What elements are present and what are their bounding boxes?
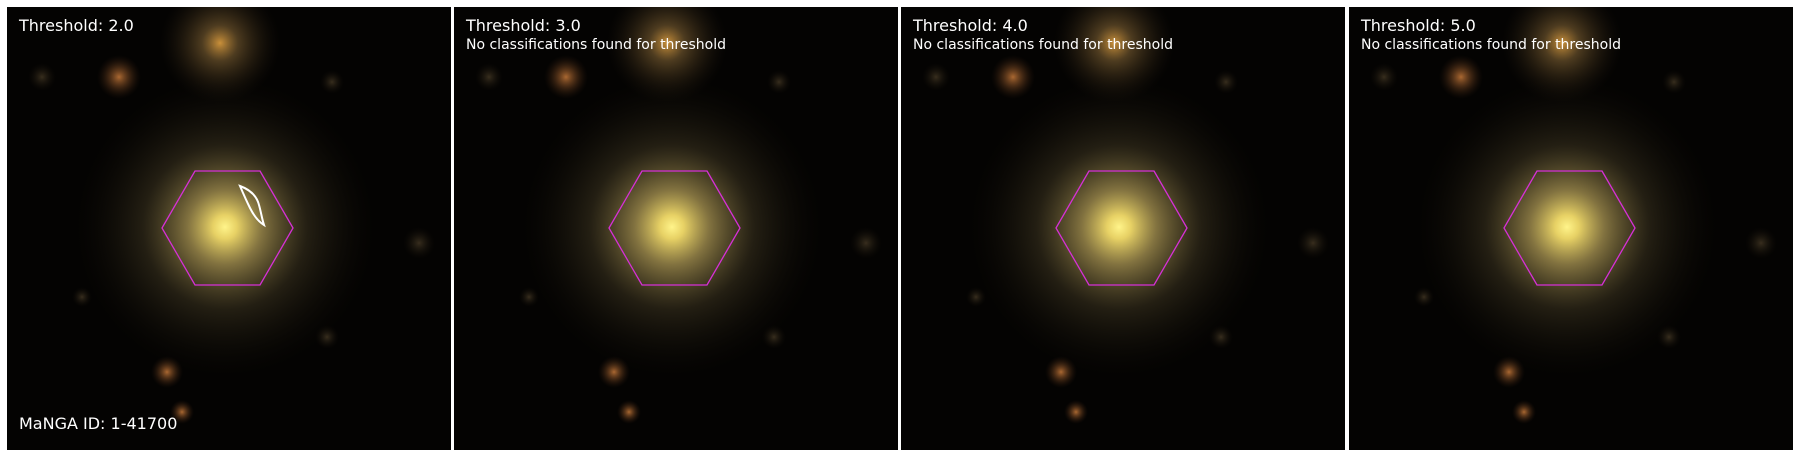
image-panel-threshold-5: Threshold: 5.0 No classifications found …: [1349, 7, 1793, 450]
manga-hexagon: [1503, 170, 1636, 286]
image-panel-threshold-3: Threshold: 3.0 No classifications found …: [454, 7, 898, 450]
manga-id-label: MaNGA ID: 1-41700: [19, 414, 178, 433]
classification-contour: [238, 184, 266, 228]
no-classifications-message: No classifications found for threshold: [466, 37, 726, 53]
image-panel-threshold-4: Threshold: 4.0 No classifications found …: [901, 7, 1345, 450]
panel-title: Threshold: 5.0: [1361, 16, 1476, 35]
manga-hexagon: [1055, 170, 1188, 286]
panel-title: Threshold: 2.0: [19, 16, 134, 35]
panel-title: Threshold: 4.0: [913, 16, 1028, 35]
no-classifications-message: No classifications found for threshold: [1361, 37, 1621, 53]
galaxy-image: [1349, 7, 1793, 450]
manga-hexagon: [608, 170, 741, 286]
galaxy-image: [7, 7, 451, 450]
panel-title: Threshold: 3.0: [466, 16, 581, 35]
galaxy-image: [901, 7, 1345, 450]
no-classifications-message: No classifications found for threshold: [913, 37, 1173, 53]
galaxy-image: [454, 7, 898, 450]
manga-hexagon: [161, 170, 294, 286]
image-panel-threshold-2: Threshold: 2.0 MaNGA ID: 1-41700: [7, 7, 451, 450]
